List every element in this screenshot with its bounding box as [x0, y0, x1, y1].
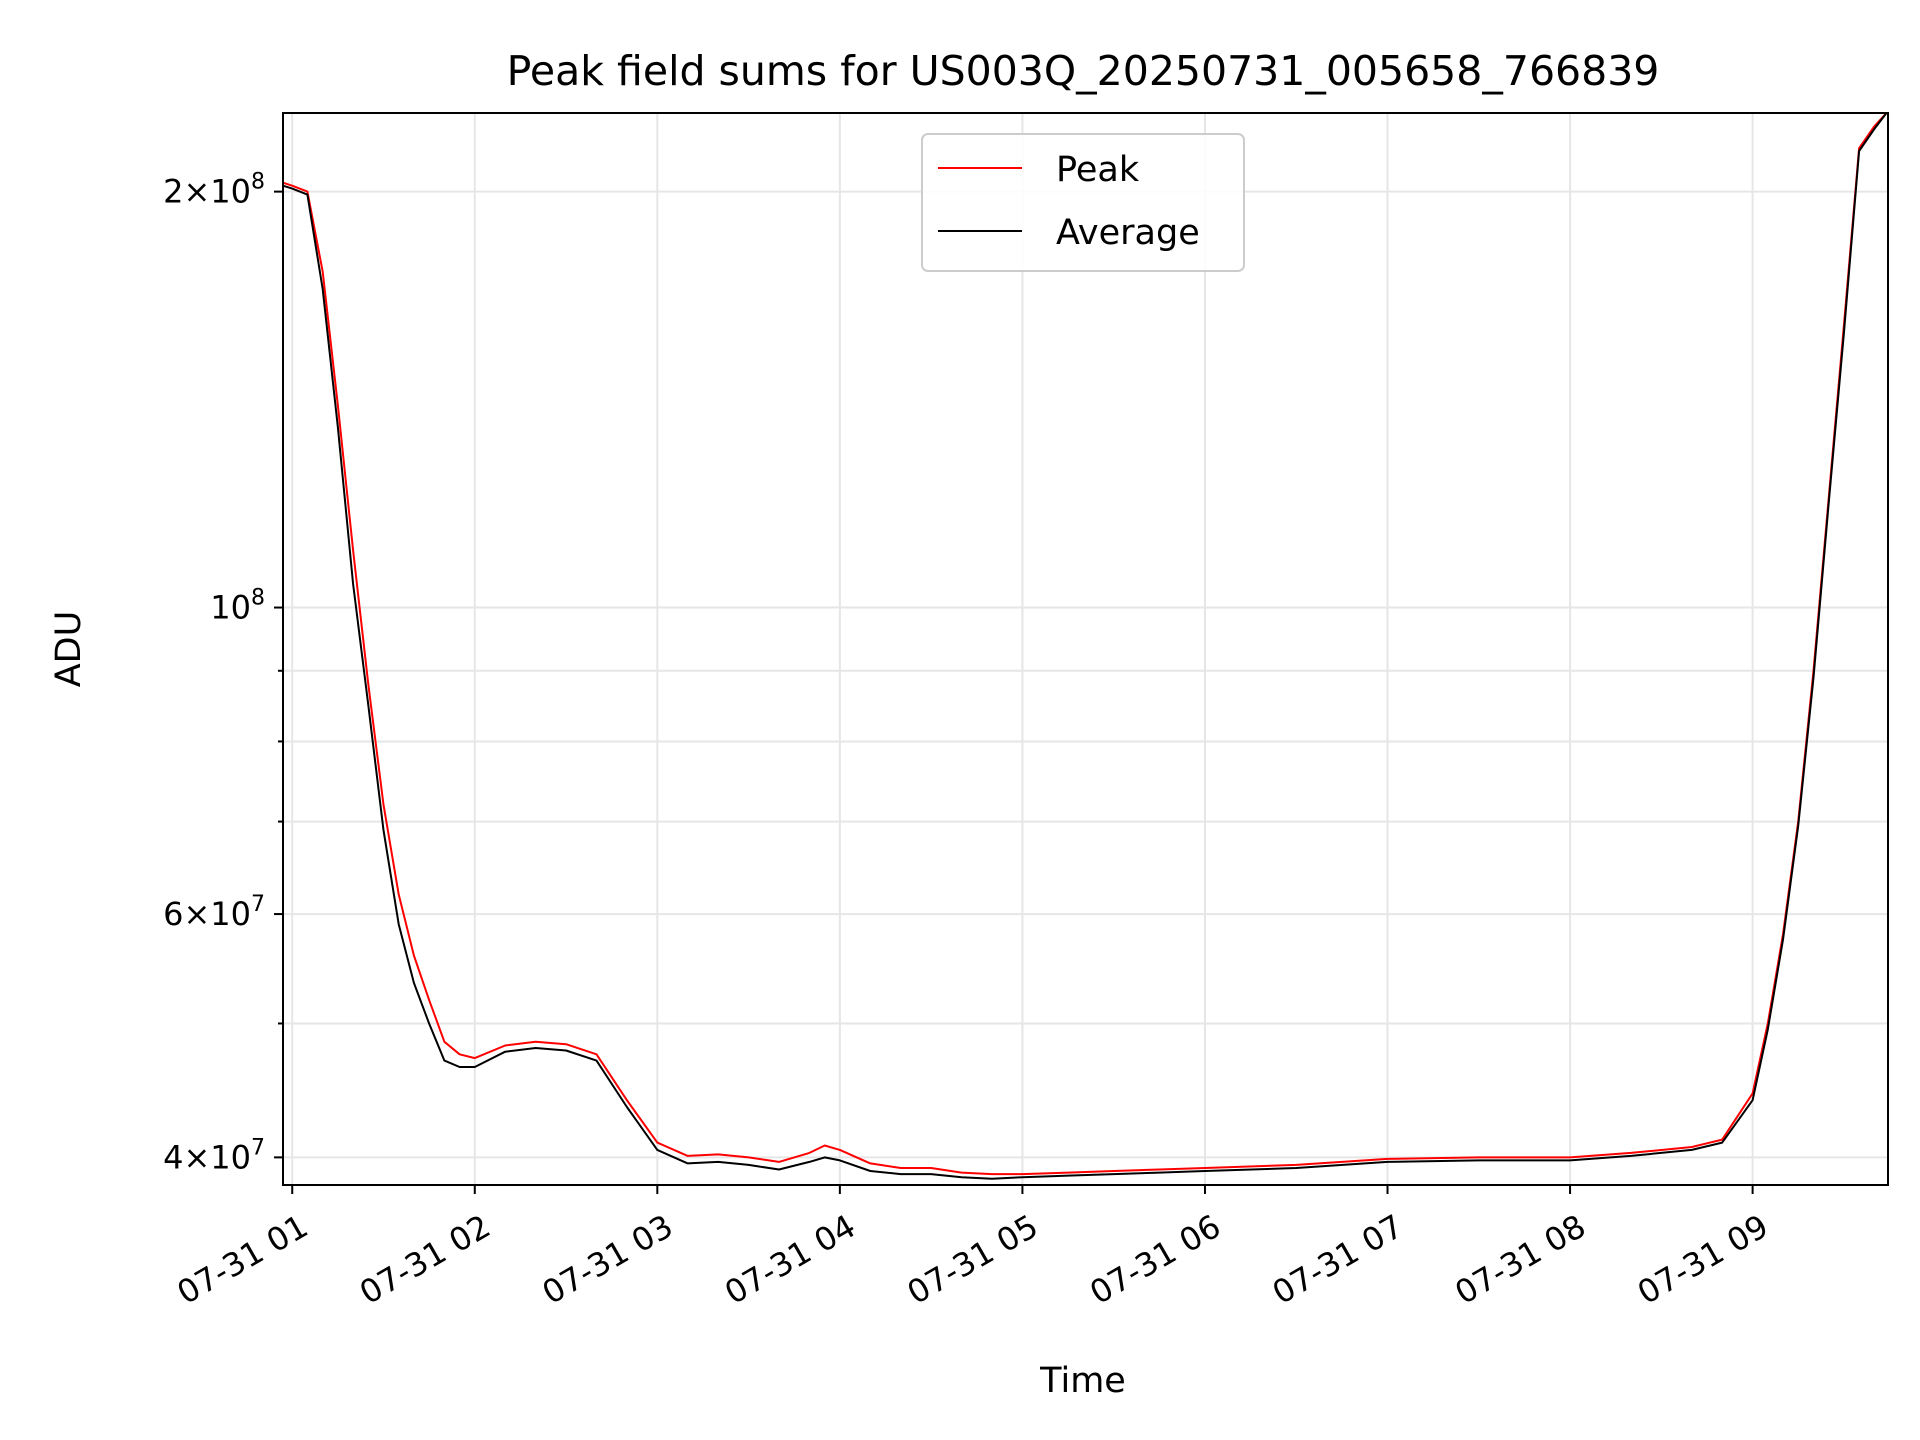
legend-label-peak: Peak — [1056, 150, 1140, 190]
grid — [283, 113, 1888, 1185]
y-tick-label: 108 — [210, 586, 265, 627]
y-tick-label: 6×107 — [163, 892, 265, 933]
y-tick-label: 4×107 — [163, 1135, 265, 1176]
series-layer — [283, 113, 1888, 1180]
y-axis: 4×107 6×107 108 2×108 — [163, 170, 283, 1176]
chart-title: Peak field sums for US003Q_20250731_0056… — [507, 47, 1660, 95]
series-line-peak — [283, 113, 1888, 1176]
series-line-average — [283, 113, 1888, 1180]
plot-frame — [282, 112, 1889, 1186]
y-axis-label: ADU — [49, 611, 89, 688]
x-axis-label: Time — [1039, 1361, 1126, 1401]
legend[interactable]: Peak Average — [921, 133, 1245, 272]
legend-label-average: Average — [1056, 213, 1200, 253]
y-tick-label: 2×108 — [163, 170, 265, 211]
